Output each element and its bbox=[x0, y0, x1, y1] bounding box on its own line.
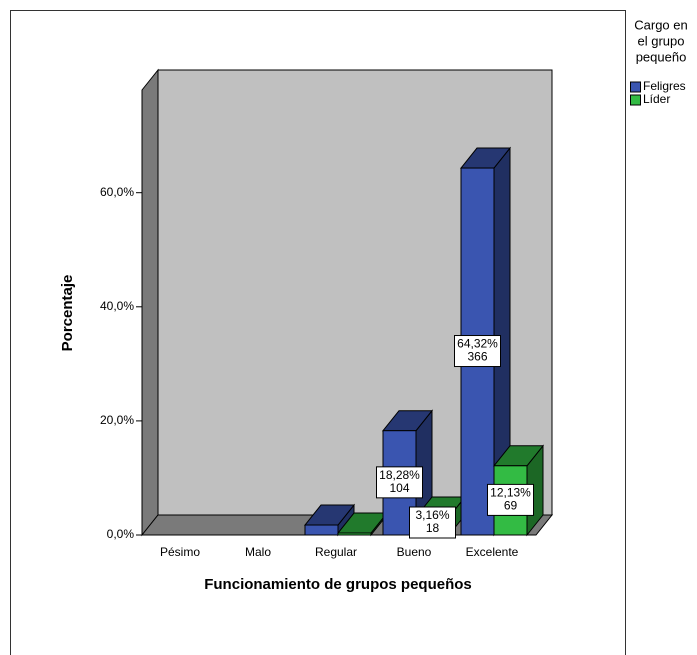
x-tick-label: Bueno bbox=[397, 545, 432, 559]
y-tick-label: 40,0% bbox=[100, 299, 134, 313]
y-tick-label: 0,0% bbox=[107, 527, 135, 541]
legend-title: el grupo bbox=[638, 33, 685, 48]
data-label-box bbox=[376, 466, 423, 499]
side-wall bbox=[141, 68, 159, 537]
legend-title: Cargo en bbox=[634, 17, 687, 32]
data-label-count: 18 bbox=[426, 521, 440, 535]
x-axis-title: Funcionamiento de grupos pequeños bbox=[204, 576, 472, 593]
x-tick-label: Regular bbox=[315, 545, 357, 559]
data-label: 64,32% bbox=[457, 337, 498, 351]
data-label-count: 104 bbox=[389, 481, 409, 495]
bar bbox=[337, 532, 372, 536]
data-label-box bbox=[409, 506, 456, 539]
x-tick-label: Pésimo bbox=[160, 545, 200, 559]
data-label-box bbox=[454, 335, 501, 368]
data-label-count: 366 bbox=[467, 350, 487, 364]
data-label: 12,13% bbox=[490, 486, 531, 500]
y-tick-label: 20,0% bbox=[100, 413, 134, 427]
legend-label: Feligres bbox=[643, 79, 686, 93]
data-label: 18,28% bbox=[379, 468, 420, 482]
data-label-box bbox=[487, 483, 534, 516]
data-label-count: 69 bbox=[504, 499, 518, 513]
bar bbox=[304, 524, 339, 536]
x-tick-label: Excelente bbox=[466, 545, 519, 559]
legend-swatch bbox=[630, 94, 641, 106]
y-axis-title: Porcentaje bbox=[59, 275, 76, 352]
legend-swatch bbox=[630, 81, 641, 93]
chart-frame bbox=[10, 10, 626, 655]
x-tick-label: Malo bbox=[245, 545, 271, 559]
y-tick-label: 60,0% bbox=[100, 185, 134, 199]
legend-label: Líder bbox=[643, 92, 670, 106]
legend-title: pequeño bbox=[636, 49, 687, 64]
data-label: 3,16% bbox=[415, 508, 449, 522]
